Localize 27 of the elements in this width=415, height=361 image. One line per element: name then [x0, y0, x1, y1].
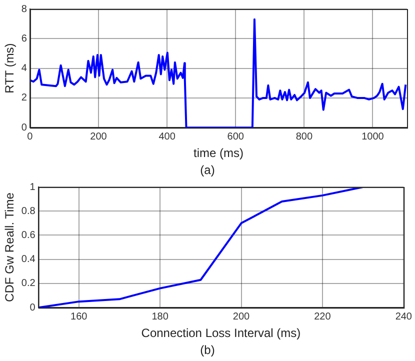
y-tick-label: 0.2 [21, 278, 36, 290]
x-axis-title: Connection Loss Interval (ms) [141, 326, 301, 340]
y-tick-label: 0 [30, 302, 36, 314]
x-tick-label: 240 [395, 311, 412, 322]
x-axis-title: time (ms) [193, 146, 244, 160]
x-tick-label: 160 [70, 311, 88, 322]
y-axis-title: CDF Gw Reall. Time [2, 192, 17, 302]
x-tick-label: 400 [158, 131, 176, 142]
y-tick-label: 0.8 [21, 206, 36, 217]
y-tick-label: 0.6 [21, 230, 36, 241]
y-tick-label: 8 [21, 4, 28, 15]
y-tick-label: 0 [21, 122, 28, 134]
y-tick-label: 4 [21, 63, 28, 74]
y-tick-label: 6 [21, 33, 28, 44]
x-tick-label: 200 [232, 311, 250, 322]
y-tick-label: 0.4 [21, 254, 36, 266]
text: (b) [199, 342, 216, 358]
x-tick-label: 600 [227, 131, 244, 142]
text: (a) [199, 162, 216, 178]
y-axis-title: RTT (ms) [2, 43, 17, 94]
y-tick-label: 2 [21, 92, 28, 104]
x-tick-label: 220 [314, 311, 332, 322]
x-tick-label: 180 [152, 311, 169, 322]
x-tick-label: 200 [90, 131, 108, 142]
x-tick-label: 800 [296, 131, 313, 142]
x-tick-label: 1000 [362, 131, 384, 142]
y-tick-label: 1 [30, 182, 36, 193]
